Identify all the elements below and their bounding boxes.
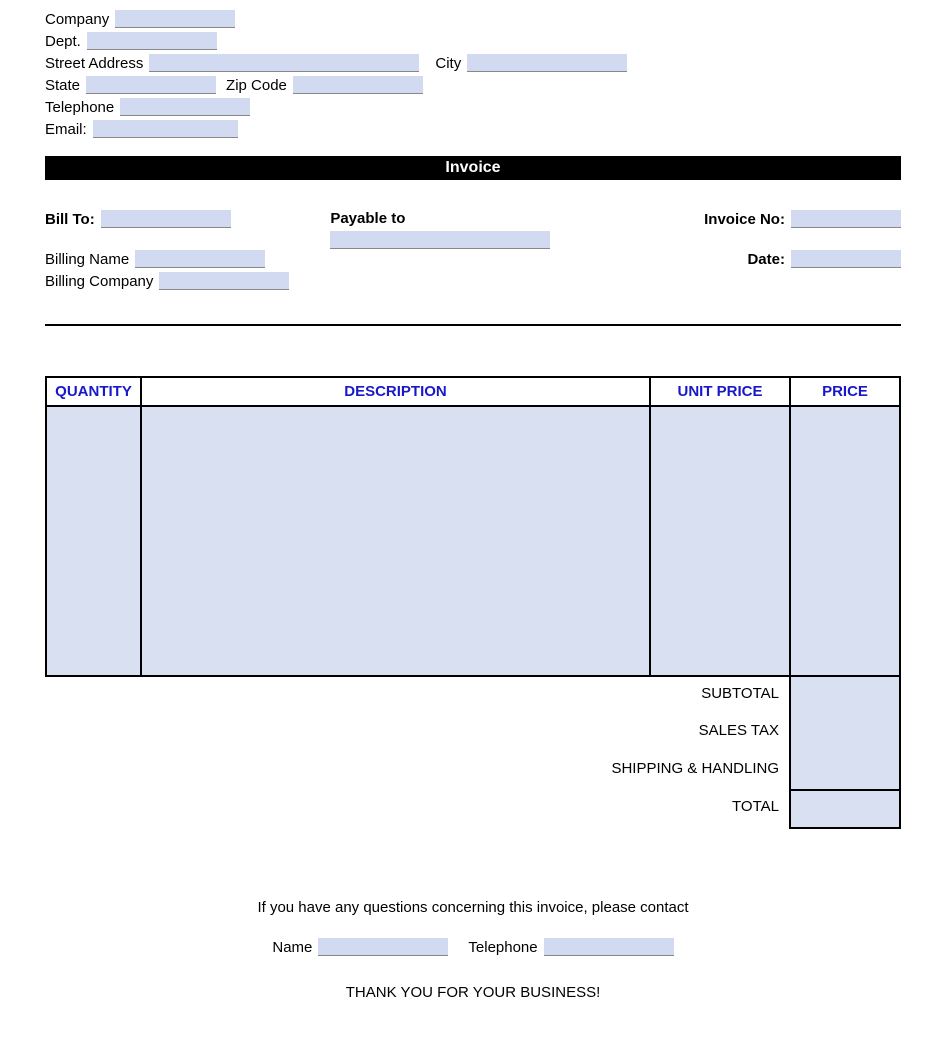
footer-name-label: Name bbox=[272, 939, 312, 956]
cell-description[interactable] bbox=[141, 406, 650, 676]
email-input[interactable] bbox=[93, 120, 238, 138]
info-mid: Payable to bbox=[330, 210, 615, 294]
sales-tax-label: SALES TAX bbox=[46, 714, 790, 752]
info-left: Bill To: Billing Name Billing Company bbox=[45, 210, 330, 294]
total-label: TOTAL bbox=[46, 790, 790, 828]
zip-input[interactable] bbox=[293, 76, 423, 94]
telephone-row: Telephone bbox=[45, 98, 901, 116]
date-row: Date: bbox=[616, 250, 901, 268]
cell-quantity[interactable] bbox=[46, 406, 141, 676]
company-row: Company bbox=[45, 10, 901, 28]
table-header-row: QUANTITY DESCRIPTION UNIT PRICE PRICE bbox=[46, 377, 900, 406]
street-input[interactable] bbox=[149, 54, 419, 72]
date-label: Date: bbox=[747, 251, 785, 268]
footer-fields: Name Telephone bbox=[45, 938, 901, 956]
shipping-value[interactable] bbox=[790, 752, 900, 790]
info-section: Bill To: Billing Name Billing Company Pa… bbox=[45, 210, 901, 294]
billing-company-row: Billing Company bbox=[45, 272, 330, 290]
bill-to-label: Bill To: bbox=[45, 211, 95, 228]
billing-name-row: Billing Name bbox=[45, 250, 330, 268]
bill-to-input[interactable] bbox=[101, 210, 231, 228]
state-label: State bbox=[45, 77, 80, 94]
info-right: Invoice No: Date: bbox=[616, 210, 901, 294]
total-row: TOTAL bbox=[46, 790, 900, 828]
invoice-no-input[interactable] bbox=[791, 210, 901, 228]
subtotal-value[interactable] bbox=[790, 676, 900, 714]
divider-line bbox=[45, 324, 901, 326]
header-block: Company Dept. Street Address City State … bbox=[45, 10, 901, 138]
payable-to-input-row bbox=[330, 231, 615, 249]
city-label: City bbox=[435, 55, 461, 72]
total-value[interactable] bbox=[790, 790, 900, 828]
footer-thanks-text: THANK YOU FOR YOUR BUSINESS! bbox=[45, 984, 901, 1001]
invoice-no-row: Invoice No: bbox=[616, 210, 901, 228]
date-input[interactable] bbox=[791, 250, 901, 268]
invoice-no-label: Invoice No: bbox=[704, 211, 785, 228]
street-row: Street Address City bbox=[45, 54, 901, 72]
payable-to-label: Payable to bbox=[330, 210, 405, 227]
company-label: Company bbox=[45, 11, 109, 28]
billing-company-label: Billing Company bbox=[45, 273, 153, 290]
state-row: State Zip Code bbox=[45, 76, 901, 94]
telephone-label: Telephone bbox=[45, 99, 114, 116]
cell-price[interactable] bbox=[790, 406, 900, 676]
col-price: PRICE bbox=[790, 377, 900, 406]
billing-name-label: Billing Name bbox=[45, 251, 129, 268]
dept-input[interactable] bbox=[87, 32, 217, 50]
footer-name-item: Name bbox=[272, 938, 448, 956]
table-body-row bbox=[46, 406, 900, 676]
billing-company-input[interactable] bbox=[159, 272, 289, 290]
invoice-title-bar: Invoice bbox=[45, 156, 901, 180]
dept-row: Dept. bbox=[45, 32, 901, 50]
footer-name-input[interactable] bbox=[318, 938, 448, 956]
bill-to-row: Bill To: bbox=[45, 210, 330, 228]
email-row: Email: bbox=[45, 120, 901, 138]
shipping-row: SHIPPING & HANDLING bbox=[46, 752, 900, 790]
state-input[interactable] bbox=[86, 76, 216, 94]
footer-telephone-input[interactable] bbox=[544, 938, 674, 956]
payable-to-input[interactable] bbox=[330, 231, 550, 249]
street-label: Street Address bbox=[45, 55, 143, 72]
col-description: DESCRIPTION bbox=[141, 377, 650, 406]
payable-to-row: Payable to bbox=[330, 210, 615, 227]
footer-telephone-item: Telephone bbox=[468, 938, 673, 956]
col-unit-price: UNIT PRICE bbox=[650, 377, 790, 406]
telephone-input[interactable] bbox=[120, 98, 250, 116]
cell-unit-price[interactable] bbox=[650, 406, 790, 676]
company-input[interactable] bbox=[115, 10, 235, 28]
email-label: Email: bbox=[45, 121, 87, 138]
shipping-label: SHIPPING & HANDLING bbox=[46, 752, 790, 790]
sales-tax-row: SALES TAX bbox=[46, 714, 900, 752]
city-input[interactable] bbox=[467, 54, 627, 72]
subtotal-label: SUBTOTAL bbox=[46, 676, 790, 714]
footer-block: If you have any questions concerning thi… bbox=[45, 899, 901, 1001]
col-quantity: QUANTITY bbox=[46, 377, 141, 406]
zip-label: Zip Code bbox=[226, 77, 287, 94]
sales-tax-value[interactable] bbox=[790, 714, 900, 752]
billing-name-input[interactable] bbox=[135, 250, 265, 268]
footer-contact-text: If you have any questions concerning thi… bbox=[45, 899, 901, 916]
dept-label: Dept. bbox=[45, 33, 81, 50]
footer-telephone-label: Telephone bbox=[468, 939, 537, 956]
subtotal-row: SUBTOTAL bbox=[46, 676, 900, 714]
items-table: QUANTITY DESCRIPTION UNIT PRICE PRICE SU… bbox=[45, 376, 901, 829]
